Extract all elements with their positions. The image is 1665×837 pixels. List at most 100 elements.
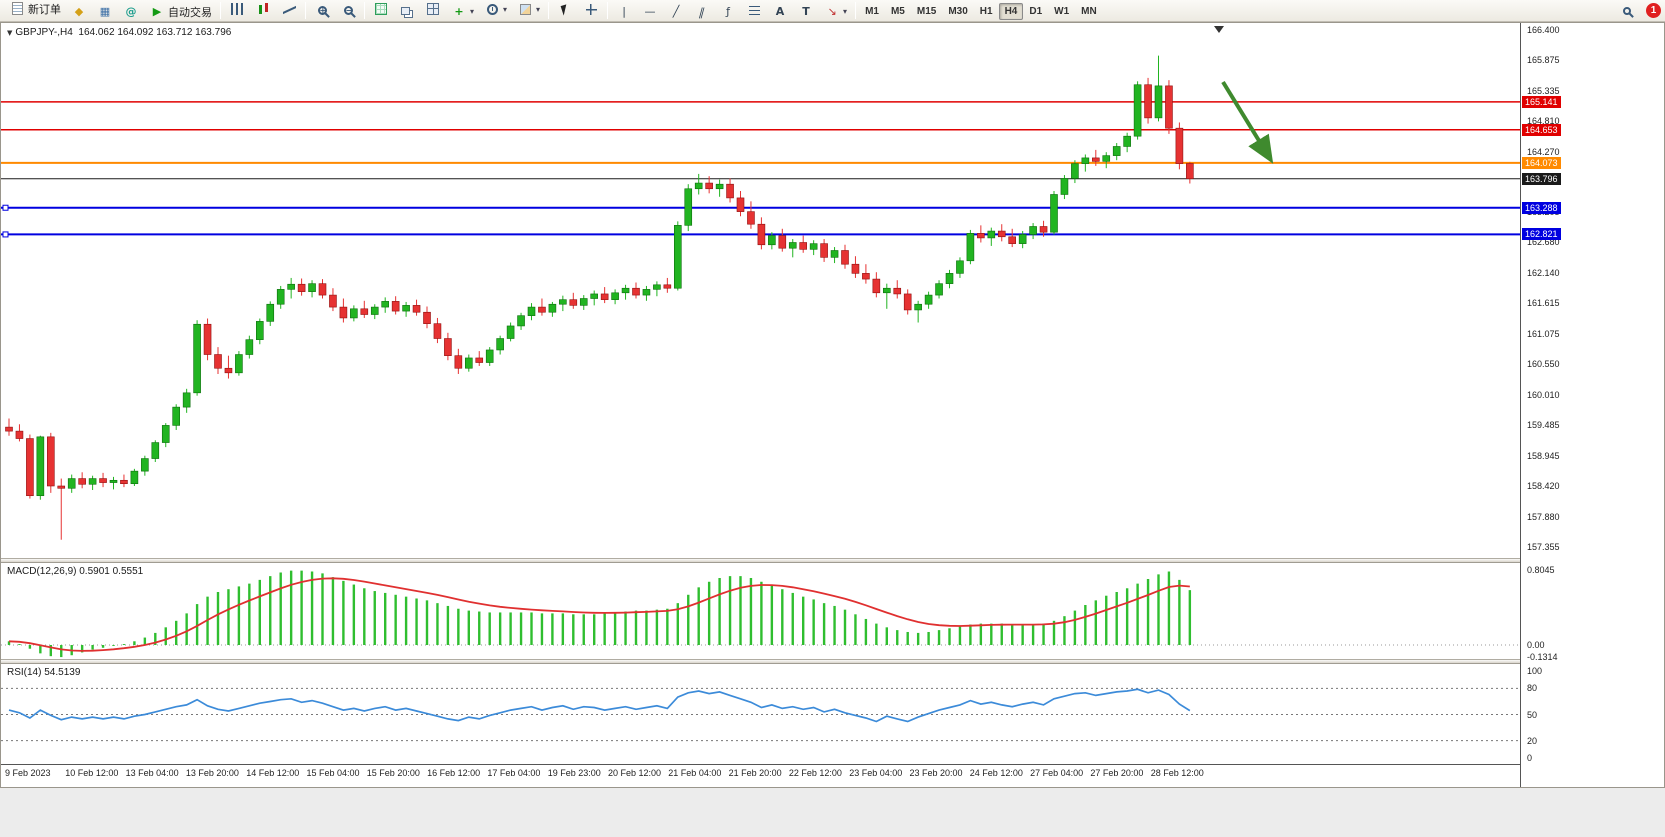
equidistant-channel-button[interactable]: ∥ <box>689 3 715 21</box>
fibonacci-icon: ƒ <box>726 5 730 18</box>
time-label: 15 Feb 20:00 <box>366 768 420 778</box>
shapes-button[interactable] <box>741 2 767 20</box>
chart-title: ▼ GBPJPY-,H4 164.062 164.092 163.712 163.… <box>7 27 231 38</box>
hline-handle[interactable] <box>2 204 9 211</box>
time-label: 23 Feb 20:00 <box>909 768 963 778</box>
chart-window[interactable]: ▼ GBPJPY-,H4 164.062 164.092 163.712 163.… <box>0 22 1665 788</box>
arrange-windows-button[interactable] <box>420 0 446 18</box>
timeframe-m1[interactable]: M1 <box>865 6 879 17</box>
time-label: 21 Feb 04:00 <box>668 768 722 778</box>
time-label: 20 Feb 12:00 <box>608 768 662 778</box>
data-window-button[interactable]: ▦ <box>92 3 118 21</box>
tile-windows-icon <box>373 1 389 17</box>
time-label: 22 Feb 12:00 <box>788 768 842 778</box>
search-button[interactable] <box>1614 2 1640 20</box>
tile-windows-button[interactable] <box>368 0 394 18</box>
timeframe-d1[interactable]: D1 <box>1029 6 1043 17</box>
timeframe-h1[interactable]: H1 <box>979 6 993 17</box>
templates-icon <box>517 2 533 18</box>
time-label: 16 Feb 12:00 <box>427 768 481 778</box>
auto-trading-button[interactable]: ▶ 自动交易 <box>144 3 217 21</box>
price-tag-162.821: 162.821 <box>1522 228 1561 241</box>
rsi-pane[interactable] <box>1 664 1520 764</box>
rsi-label: RSI(14) 54.5139 <box>7 667 81 678</box>
axis-label: 158.420 <box>1527 480 1560 491</box>
fibonacci-button[interactable]: ƒ <box>715 3 741 21</box>
horizontal-line-icon: — <box>644 5 656 18</box>
rsi-line <box>8 688 1191 723</box>
zoom-in-button[interactable] <box>309 2 335 20</box>
horizontal-line-button[interactable]: — <box>637 3 663 21</box>
arrows-button[interactable]: ↘ ▾ <box>819 3 852 21</box>
pane-splitter-2[interactable] <box>1 659 1520 664</box>
arrange-windows-icon <box>425 1 441 17</box>
time-label: 13 Feb 04:00 <box>125 768 179 778</box>
price-axis[interactable]: 166.400 165.875 165.335 164.810 164.270 163.7… <box>1520 23 1664 787</box>
crosshair-button[interactable] <box>578 1 604 19</box>
symbol-period-label: GBPJPY-,H4 <box>15 27 73 38</box>
macd-pane[interactable] <box>1 563 1520 659</box>
axis-label: 160.550 <box>1527 359 1560 370</box>
vertical-line-button[interactable]: | <box>611 3 637 21</box>
axis-label: 157.880 <box>1527 511 1560 522</box>
axis-label: 157.355 <box>1527 541 1560 552</box>
cascade-windows-button[interactable] <box>394 4 420 22</box>
trendline-icon: ╱ <box>672 5 680 18</box>
axis-label: 165.875 <box>1527 54 1560 65</box>
bar-chart-icon <box>229 1 245 17</box>
notification-badge[interactable]: 1 <box>1646 3 1661 18</box>
time-label: 14 Feb 12:00 <box>246 768 300 778</box>
trendline-button[interactable]: ╱ <box>663 3 689 21</box>
axis-label: 166.400 <box>1527 24 1560 35</box>
bar-chart-button[interactable] <box>224 0 250 18</box>
timeframe-h4[interactable]: H4 <box>998 3 1024 20</box>
time-label: 10 Feb 12:00 <box>65 768 119 778</box>
templates-button[interactable]: ▾ <box>512 1 545 19</box>
time-label: 21 Feb 20:00 <box>728 768 782 778</box>
candlestick-chart-button[interactable] <box>250 0 276 18</box>
pane-splitter[interactable] <box>1 558 1520 563</box>
timeframe-m5[interactable]: M5 <box>890 6 905 17</box>
cursor-button[interactable] <box>552 0 578 18</box>
zoom-out-button[interactable] <box>335 2 361 20</box>
hline-handle[interactable] <box>2 231 9 238</box>
toolbar-button-group: 新订单◆▦@▶自动交易+▾▾▾|—╱∥ƒAT↘▾ <box>4 0 859 22</box>
text-label-icon: T <box>802 5 810 18</box>
timeframe-m15[interactable]: M15 <box>916 6 937 17</box>
main-toolbar: 新订单◆▦@▶自动交易+▾▾▾|—╱∥ƒAT↘▾ M1M5M15M30H1H4D… <box>0 0 1665 22</box>
market-watch-button[interactable]: ◆ <box>66 3 92 21</box>
indicators-button[interactable]: + ▾ <box>446 3 479 21</box>
line-chart-button[interactable] <box>276 0 302 18</box>
annotation-arrow[interactable] <box>1221 80 1274 164</box>
time-label: 23 Feb 04:00 <box>849 768 903 778</box>
axis-label: 161.075 <box>1527 329 1560 340</box>
new-order-button[interactable]: 新订单 <box>4 0 66 18</box>
timeframe-mn[interactable]: MN <box>1081 6 1097 17</box>
shapes-icon <box>746 3 762 19</box>
time-axis[interactable]: 9 Feb 2023 10 Feb 12:00 13 Feb 04:00 13 Feb… <box>1 764 1520 782</box>
crosshair-icon <box>583 2 599 18</box>
window-bottom-strip <box>0 788 1665 837</box>
new-order-label: 新订单 <box>28 2 61 16</box>
text-label-button[interactable]: T <box>793 3 819 21</box>
toolbar-separator <box>607 2 609 19</box>
auto-trading-label: 自动交易 <box>168 5 212 19</box>
macd-signal-line <box>8 577 1190 652</box>
axis-label: 164.810 <box>1527 115 1560 126</box>
arrows-icon: ↘ <box>827 5 837 18</box>
time-label: 27 Feb 04:00 <box>1030 768 1084 778</box>
axis-label: 160.010 <box>1527 390 1560 401</box>
axis-label: 158.945 <box>1527 450 1560 461</box>
new-order-icon <box>9 1 25 17</box>
timeframe-w1[interactable]: W1 <box>1054 6 1070 17</box>
timeframe-m30[interactable]: M30 <box>948 6 968 17</box>
navigator-button[interactable]: @ <box>118 3 144 21</box>
text-button[interactable]: A <box>767 3 793 21</box>
symbol-caret-icon[interactable]: ▼ <box>7 29 13 37</box>
axis-label: 80 <box>1527 683 1538 694</box>
toolbar-separator <box>364 2 365 19</box>
periods-button[interactable]: ▾ <box>479 1 512 19</box>
time-label: 17 Feb 04:00 <box>487 768 541 778</box>
main-chart-pane[interactable] <box>1 23 1520 558</box>
market-watch-icon: ◆ <box>74 5 84 18</box>
